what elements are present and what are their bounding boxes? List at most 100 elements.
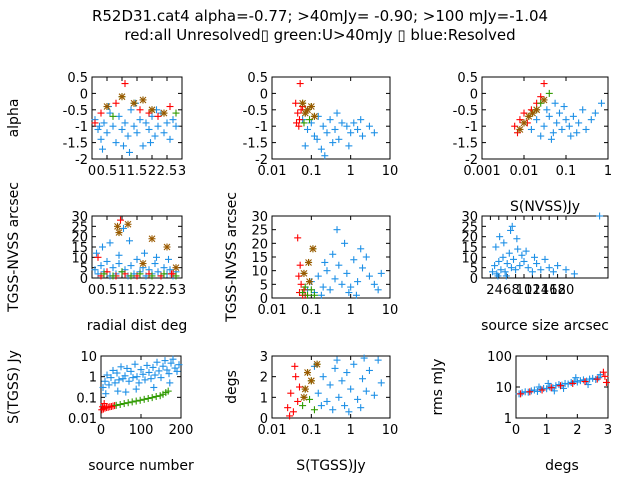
green-data-point bbox=[140, 395, 148, 403]
red-data-point bbox=[154, 112, 162, 120]
blue-data-point bbox=[317, 402, 325, 410]
blue-data-point bbox=[120, 224, 127, 232]
y-tick-label: 100 bbox=[487, 350, 512, 365]
blue-data-point bbox=[333, 356, 341, 364]
blue-data-point bbox=[569, 112, 577, 120]
blue-data-point bbox=[345, 408, 353, 416]
blue-data-point bbox=[510, 255, 517, 263]
blue-data-point bbox=[499, 253, 507, 261]
blue-data-point bbox=[106, 239, 114, 247]
x-tick-label: 14 bbox=[533, 283, 550, 298]
blue-data-point bbox=[151, 260, 159, 268]
blue-data-point bbox=[319, 283, 327, 291]
blue-data-point bbox=[109, 122, 117, 130]
blue-data-point bbox=[573, 129, 581, 137]
x-tick-label: 10 bbox=[382, 423, 399, 438]
blue-data-point bbox=[514, 245, 522, 253]
blue-data-point bbox=[115, 376, 123, 384]
blue-data-point bbox=[142, 119, 150, 127]
red-data-point bbox=[593, 375, 601, 383]
blue-data-point bbox=[317, 145, 325, 153]
blue-data-point bbox=[343, 122, 351, 130]
plot-frame bbox=[271, 355, 391, 419]
blue-data-point bbox=[100, 119, 108, 127]
blue-data-point bbox=[165, 370, 173, 378]
plot-frame bbox=[271, 215, 391, 299]
star-data-point bbox=[299, 99, 307, 107]
y-axis-label: TGSS-NVSS arcsec bbox=[6, 182, 22, 313]
red-data-point bbox=[511, 122, 519, 130]
y-tick-label: -1.5 bbox=[63, 137, 88, 152]
star-data-point bbox=[139, 260, 147, 268]
blue-data-point bbox=[341, 239, 349, 247]
x-tick-label: 0 bbox=[512, 423, 520, 438]
blue-data-point bbox=[319, 122, 327, 130]
red-data-point bbox=[601, 372, 609, 380]
blue-data-point bbox=[145, 368, 153, 376]
y-tick-label: 20 bbox=[71, 231, 88, 246]
star-data-point bbox=[124, 220, 132, 228]
green-data-point bbox=[109, 272, 117, 280]
blue-data-point bbox=[589, 374, 597, 382]
green-data-point bbox=[310, 406, 318, 414]
x-tick-label: 0 bbox=[88, 164, 96, 179]
star-data-point bbox=[310, 112, 318, 120]
blue-data-point bbox=[513, 235, 521, 243]
blue-data-point bbox=[584, 381, 592, 389]
red-data-point bbox=[97, 109, 105, 117]
scatter-panel-8: 0.01 0.1 1 10 0 1 2 3 S(TGSS)Jy degs bbox=[224, 350, 398, 474]
blue-data-point bbox=[374, 286, 382, 294]
star-data-point bbox=[148, 235, 156, 243]
star-data-point bbox=[307, 103, 315, 111]
blue-data-point bbox=[163, 366, 171, 374]
red-data-point bbox=[538, 386, 546, 394]
blue-data-point bbox=[169, 116, 177, 124]
red-data-point bbox=[289, 408, 297, 416]
y-tick-label: -2 bbox=[465, 153, 478, 168]
y-tick-label: -1.5 bbox=[453, 137, 478, 152]
blue-data-point bbox=[157, 374, 165, 382]
blue-data-point bbox=[103, 129, 111, 137]
star-data-point bbox=[307, 377, 315, 385]
blue-data-point bbox=[338, 119, 346, 127]
green-data-point bbox=[301, 283, 309, 291]
x-tick-label: 1.5 bbox=[127, 164, 148, 179]
blue-data-point bbox=[333, 109, 341, 117]
blue-data-point bbox=[370, 280, 378, 288]
blue-data-point bbox=[503, 260, 511, 268]
y-tick-label: 10 bbox=[495, 381, 512, 396]
blue-data-point bbox=[491, 262, 499, 270]
y-tick-label: -0.5 bbox=[63, 104, 88, 119]
blue-data-point bbox=[97, 262, 105, 270]
y-tick-label: 5 bbox=[470, 262, 478, 277]
x-tick-label: 2 bbox=[148, 164, 156, 179]
y-tick-label: 0 bbox=[470, 87, 478, 102]
blue-data-point bbox=[130, 122, 138, 130]
blue-data-point bbox=[551, 99, 559, 107]
blue-data-point bbox=[555, 109, 563, 117]
green-data-point bbox=[307, 286, 315, 294]
chart-title-line2: red:all Unresolved▯ green:U>40mJy ▯ blue… bbox=[124, 26, 516, 44]
blue-data-point bbox=[135, 379, 143, 387]
blue-data-point bbox=[338, 377, 346, 385]
green-data-point bbox=[116, 401, 124, 409]
y-tick-label: 2 bbox=[260, 371, 268, 386]
blue-data-point bbox=[118, 125, 126, 133]
blue-data-point bbox=[165, 255, 172, 263]
y-tick-label: 1 bbox=[89, 371, 97, 386]
red-data-point bbox=[569, 379, 577, 387]
x-axis-label: source number bbox=[88, 458, 194, 474]
red-data-point bbox=[294, 397, 302, 405]
blue-data-point bbox=[109, 264, 117, 272]
star-data-point bbox=[160, 109, 168, 117]
y-tick-label: 15 bbox=[461, 241, 478, 256]
blue-data-point bbox=[160, 129, 168, 137]
x-tick-label: 0.01 bbox=[258, 303, 287, 318]
red-data-point bbox=[517, 390, 525, 398]
blue-data-point bbox=[153, 358, 161, 366]
x-tick-label: 200 bbox=[169, 423, 194, 438]
blue-data-point bbox=[595, 374, 603, 382]
blue-data-point bbox=[147, 139, 154, 147]
x-tick-label: 18 bbox=[549, 283, 566, 298]
red-data-point bbox=[297, 280, 305, 288]
